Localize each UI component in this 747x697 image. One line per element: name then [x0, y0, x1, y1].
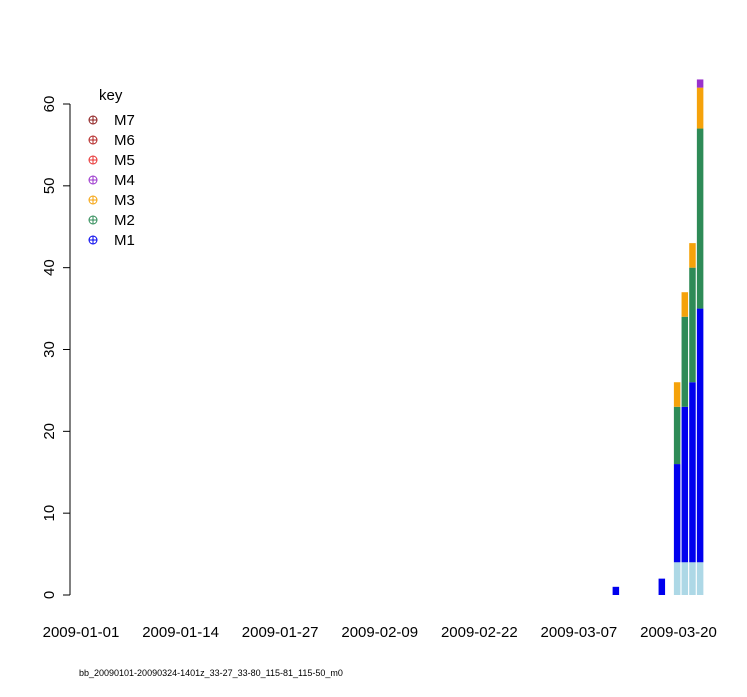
bar-segment [696, 87, 704, 129]
legend-item: M3 [88, 192, 135, 209]
legend-item: M5 [88, 152, 135, 169]
legend-label: M6 [114, 132, 135, 149]
legend-label: M4 [114, 172, 135, 189]
bars [612, 79, 704, 595]
bar-segment [658, 578, 666, 595]
bar-segment [689, 243, 696, 268]
bar-stack [612, 586, 620, 595]
bar-segment [689, 382, 696, 563]
legend-item: M7 [88, 112, 135, 129]
bar-segment [612, 586, 620, 595]
y-tick-label: 60 [41, 96, 58, 113]
y-tick-label: 50 [41, 177, 58, 194]
bar-segment [689, 562, 696, 595]
bar-segment [696, 79, 704, 88]
y-axis: 0 10 20 30 40 50 60 [41, 96, 71, 599]
x-tick-label: 2009-03-20 [640, 624, 717, 641]
x-tick-label: 2009-01-14 [142, 624, 219, 641]
bar-segment [696, 128, 704, 309]
legend-label: M2 [114, 212, 135, 229]
bar-segment [681, 562, 689, 595]
bar-segment [681, 292, 689, 317]
x-tick-label: 2009-01-27 [242, 624, 319, 641]
legend-item: M2 [88, 212, 135, 229]
legend-item: M6 [88, 132, 135, 149]
bar-segment [673, 382, 681, 407]
x-tick-label: 2009-03-07 [541, 624, 618, 641]
legend-item: M1 [88, 232, 135, 249]
legend-title: key [99, 87, 123, 104]
x-tick-label: 2009-02-22 [441, 624, 518, 641]
bar-segment [673, 406, 681, 465]
bar-segment [681, 316, 689, 407]
legend-label: M5 [114, 152, 135, 169]
y-tick-label: 40 [41, 259, 58, 276]
x-tick-label: 2009-02-09 [341, 624, 418, 641]
bar-segment [696, 562, 704, 595]
y-tick-label: 20 [41, 423, 58, 440]
y-tick-label: 0 [41, 591, 58, 599]
bar-segment [696, 308, 704, 563]
x-tick-label: 2009-01-01 [43, 624, 120, 641]
bar-stack [689, 243, 696, 595]
bar-stack [673, 382, 681, 595]
bar-segment [673, 562, 681, 595]
bar-segment [689, 267, 696, 383]
bar-stack [696, 79, 704, 595]
bar-segment [681, 406, 689, 563]
bar-segment [673, 464, 681, 563]
legend-label: M3 [114, 192, 135, 209]
bar-stack [681, 292, 689, 595]
x-axis: 2009-01-01 2009-01-14 2009-01-27 2009-02-09… [43, 624, 717, 641]
legend-label: M7 [114, 112, 135, 129]
legend-label: M1 [114, 232, 135, 249]
legend-item: M4 [88, 172, 135, 189]
footer-caption: bb_20090101-20090324-1401z_33-27_33-80_1… [79, 668, 343, 678]
bar-stack [658, 578, 666, 595]
y-tick-label: 30 [41, 341, 58, 358]
legend: key M7 M6 M5 M4 M3 M2 M1 [88, 87, 135, 249]
y-tick-label: 10 [41, 505, 58, 522]
